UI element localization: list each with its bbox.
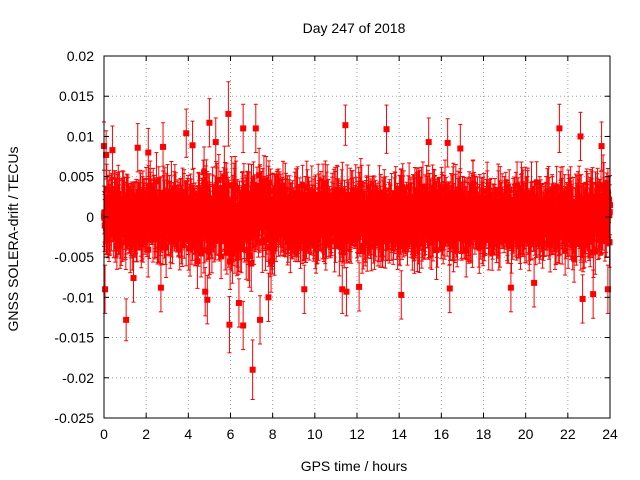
marker (198, 250, 205, 257)
marker (201, 169, 208, 176)
marker (215, 176, 222, 183)
marker (183, 234, 190, 241)
marker (168, 189, 175, 196)
marker (194, 258, 201, 265)
marker (155, 235, 162, 242)
marker (248, 260, 255, 267)
marker (190, 190, 197, 197)
marker (169, 238, 176, 245)
marker (203, 229, 210, 236)
marker (181, 192, 188, 199)
data-points (101, 81, 613, 400)
marker (138, 234, 145, 241)
marker (159, 233, 166, 240)
marker (145, 246, 152, 253)
marker (150, 236, 157, 243)
marker (163, 244, 170, 251)
marker (206, 244, 213, 251)
marker (124, 194, 131, 201)
marker (103, 185, 110, 192)
